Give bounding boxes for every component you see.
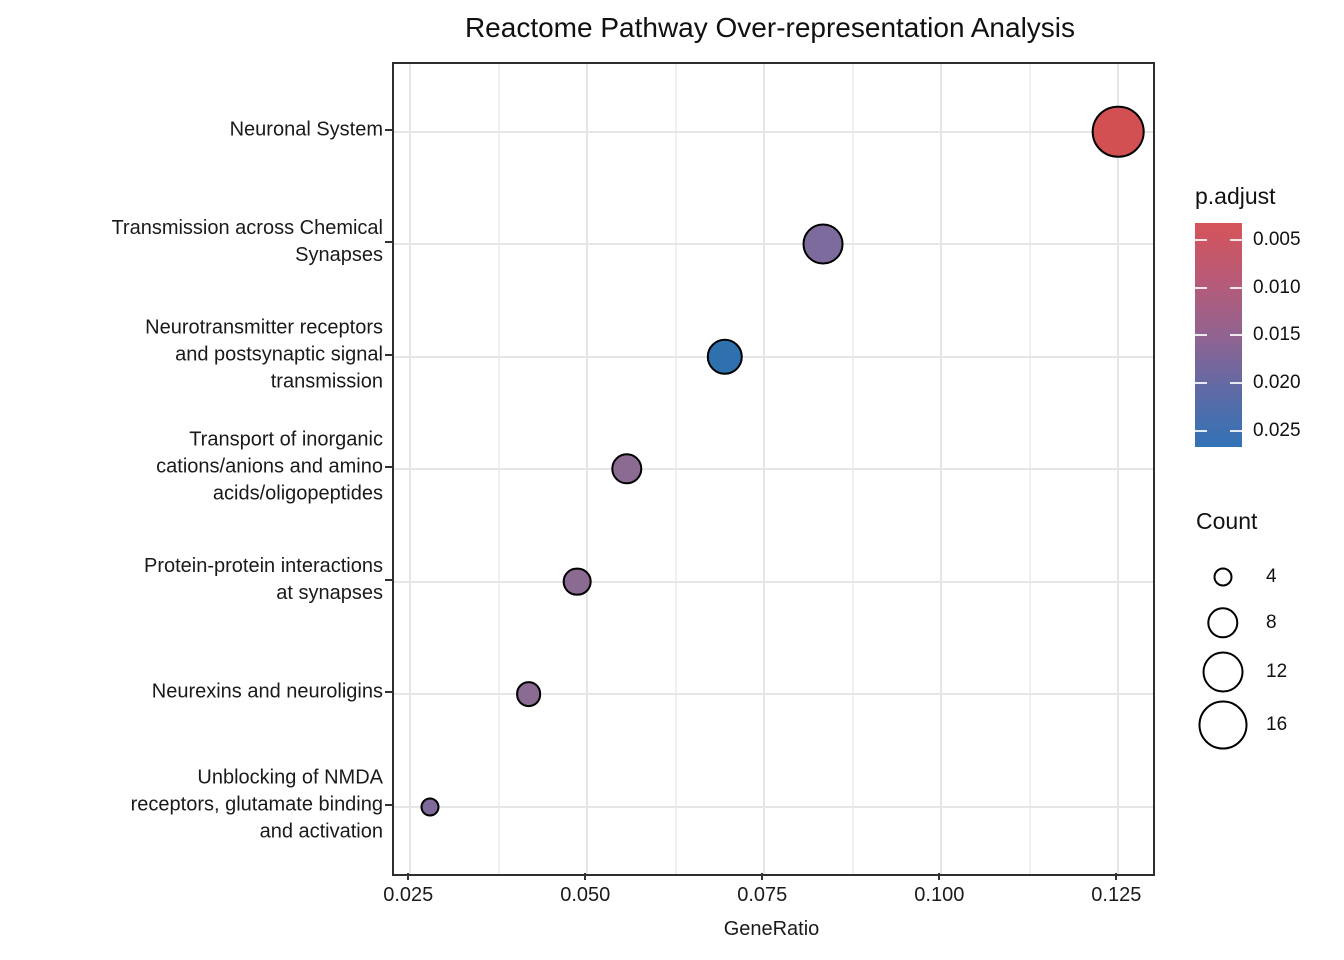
y-axis-label: Protein-protein interactions at synapses xyxy=(143,554,383,604)
padjust-colorbar-tick xyxy=(1230,429,1242,432)
y-gridline xyxy=(394,243,1153,245)
data-point xyxy=(802,223,844,265)
y-axis-label: Neurotransmitter receptors and postsynapt… xyxy=(145,316,383,392)
padjust-legend-title: p.adjust xyxy=(1195,183,1276,209)
data-point xyxy=(420,797,440,816)
padjust-colorbar-tick xyxy=(1195,286,1207,289)
y-axis-label: Unblocking of NMDA receptors, glutamate b… xyxy=(130,766,383,842)
x-axis-tick xyxy=(938,873,941,880)
x-tick-label: 0.025 xyxy=(383,884,434,906)
y-axis-label: Neurexins and neuroligins xyxy=(151,680,383,703)
data-point xyxy=(515,681,542,707)
padjust-colorbar-tick xyxy=(1195,429,1207,432)
y-axis-tick xyxy=(385,466,392,468)
y-gridline xyxy=(394,693,1153,695)
padjust-colorbar-tick xyxy=(1230,382,1242,385)
chart-title: Reactome Pathway Over-representation Ana… xyxy=(464,12,1076,43)
x-axis-tick xyxy=(407,873,410,880)
y-axis-label: Neuronal System xyxy=(229,118,383,140)
count-legend-label: 4 xyxy=(1266,566,1277,587)
count-legend-label: 16 xyxy=(1266,714,1288,735)
y-gridline xyxy=(394,580,1153,583)
y-gridline xyxy=(394,805,1153,808)
count-legend-circle xyxy=(1207,607,1239,639)
plot-panel xyxy=(392,62,1155,876)
data-point xyxy=(563,567,592,596)
x-axis-tick xyxy=(761,873,764,880)
y-axis-tick xyxy=(385,803,392,806)
x-tick-label: 0.050 xyxy=(560,884,611,906)
y-gridline xyxy=(394,130,1153,133)
count-legend-title: Count xyxy=(1196,508,1258,534)
padjust-tick-label: 0.010 xyxy=(1253,276,1301,298)
y-gridline xyxy=(394,355,1153,358)
padjust-colorbar-tick xyxy=(1195,239,1207,242)
y-axis-label: Transmission across Chemical Synapses xyxy=(111,217,383,266)
padjust-colorbar-tick xyxy=(1230,334,1242,337)
y-gridline xyxy=(394,468,1153,470)
data-point xyxy=(611,453,643,485)
y-axis-label: Transport of inorganic cations/anions and… xyxy=(156,428,383,505)
padjust-tick-label: 0.020 xyxy=(1253,372,1301,394)
x-axis-tick xyxy=(1115,873,1118,880)
padjust-colorbar-tick xyxy=(1230,239,1242,242)
count-legend-label: 12 xyxy=(1266,661,1288,682)
y-axis-tick xyxy=(385,241,392,243)
count-legend-circle xyxy=(1198,700,1248,750)
count-legend-circle xyxy=(1202,651,1244,693)
count-legend-label: 8 xyxy=(1266,612,1277,633)
x-tick-label: 0.075 xyxy=(737,884,788,906)
data-point xyxy=(706,338,743,375)
x-axis-title: GeneRatio xyxy=(723,918,820,940)
x-tick-label: 0.125 xyxy=(1091,884,1142,906)
x-tick-label: 0.100 xyxy=(914,884,965,906)
padjust-tick-label: 0.015 xyxy=(1253,324,1301,346)
data-point xyxy=(1091,105,1145,158)
y-axis-tick xyxy=(385,578,392,581)
count-legend-circle xyxy=(1213,567,1233,587)
y-axis-tick xyxy=(385,128,392,131)
padjust-colorbar-tick xyxy=(1195,334,1207,337)
x-axis-tick xyxy=(584,873,587,880)
padjust-colorbar-tick xyxy=(1195,382,1207,385)
padjust-tick-label: 0.005 xyxy=(1253,229,1301,251)
y-axis-tick xyxy=(385,353,392,356)
y-axis-tick xyxy=(385,691,392,693)
padjust-tick-label: 0.025 xyxy=(1253,419,1301,441)
padjust-colorbar-tick xyxy=(1230,286,1242,289)
